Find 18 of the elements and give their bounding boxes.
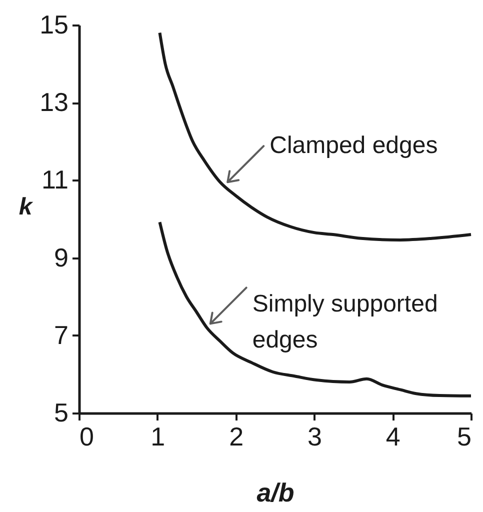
annotation: Clamped edges (270, 132, 438, 160)
x-tick-label: 4 (386, 422, 400, 452)
y-tick-label: 9 (54, 242, 68, 272)
annotation: Simply supported edges (252, 290, 438, 354)
x-tick-label: 5 (457, 422, 472, 452)
x-axis-title: a/b (256, 478, 294, 508)
x-tick-label: 1 (150, 422, 166, 452)
y-tick-label: 13 (40, 87, 68, 118)
line-series (158, 31, 472, 242)
y-tick-label: 7 (54, 320, 68, 350)
x-tick-label: 2 (229, 422, 244, 452)
y-axis-title: k (18, 194, 34, 220)
x-tick-label: 3 (307, 422, 322, 452)
y-tick-label: 15 (40, 10, 68, 40)
y-tick-label: 11 (42, 164, 68, 195)
line-series (158, 220, 472, 398)
x-tick-label: 0 (80, 422, 94, 452)
y-tick-label: 5 (54, 398, 68, 428)
